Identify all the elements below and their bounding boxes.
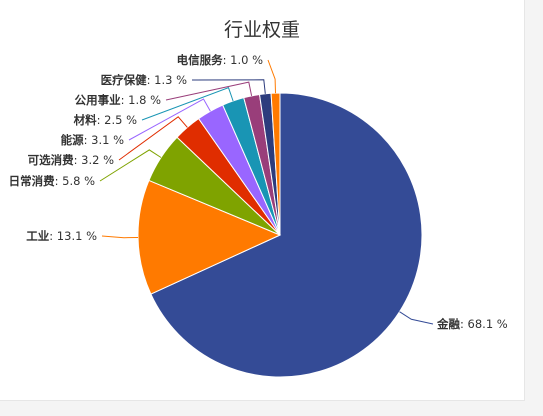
slice-label: 能源: 3.1 % [61, 133, 124, 147]
slice-label-value: : 2.5 % [97, 113, 137, 127]
slice-label-value: : 3.2 % [74, 153, 114, 167]
slice-label: 材料: 2.5 % [74, 113, 137, 127]
chart-title: 行业权重 [224, 19, 300, 41]
leader-line [128, 98, 211, 141]
slice-label-value: : 1.0 % [223, 53, 263, 67]
leader-line [191, 79, 266, 94]
slice-label: 医疗保健: 1.3 % [101, 73, 187, 87]
slice-label: 电信服务: 1.0 % [177, 53, 263, 67]
slice-label-name: 工业 [26, 229, 49, 243]
pie-slice[interactable] [137, 179, 282, 295]
chart-panel: 行业权重 金融: 68.1 % 工业: 13.1 % 日常消费: 5.8 % 可选消费… [0, 0, 525, 401]
slice-label: 工业: 13.1 % [26, 229, 97, 243]
leader-line [141, 87, 234, 121]
slice-label-name: 医疗保健 [101, 73, 147, 87]
leader-line [165, 81, 253, 101]
slice-label-value: : 1.8 % [121, 93, 161, 107]
slice-label-name: 材料 [74, 113, 97, 127]
slice-label-value: : 68.1 % [460, 317, 508, 331]
pie-labels: 金融: 68.1 % 工业: 13.1 % 日常消费: 5.8 % 可选消费: 3.2… [9, 53, 508, 331]
slice-label-value: : 5.8 % [55, 174, 95, 188]
pie-slices [137, 92, 423, 378]
leader-line [267, 59, 276, 94]
slice-label-name: 能源 [61, 133, 84, 147]
leader-line [399, 311, 434, 325]
slice-label-value: : 13.1 % [49, 229, 97, 243]
slice-label-name: 公用事业 [75, 93, 121, 107]
pie-chart: 行业权重 金融: 68.1 % 工业: 13.1 % 日常消费: 5.8 % 可选消费… [9, 19, 508, 378]
slice-label-name: 日常消费 [9, 174, 55, 188]
slice-label: 公用事业: 1.8 % [75, 93, 161, 107]
slice-label: 可选消费: 3.2 % [28, 153, 114, 167]
slice-label-name: 金融 [436, 317, 460, 331]
slice-label-value: : 1.3 % [147, 73, 187, 87]
pie-leader-lines [99, 59, 434, 325]
slice-label: 金融: 68.1 % [436, 317, 508, 331]
leader-line [118, 116, 188, 161]
leader-line [101, 235, 139, 239]
slice-label-name: 可选消费 [28, 153, 74, 167]
slice-label-value: : 3.1 % [84, 133, 124, 147]
slice-label-name: 电信服务 [177, 53, 223, 67]
slice-label: 日常消费: 5.8 % [9, 174, 95, 188]
leader-line [99, 149, 162, 182]
